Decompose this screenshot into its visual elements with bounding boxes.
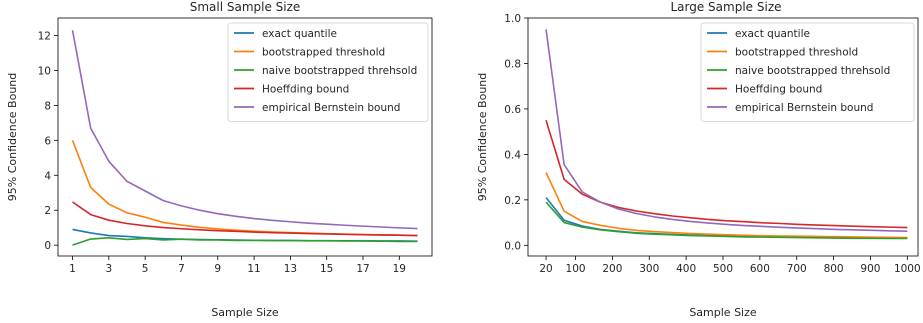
legend: exact quantile bootstrapped threshold naiv…: [700, 22, 915, 122]
legend-label: Hoeffding bound: [262, 84, 349, 96]
x-tick-label: 3: [105, 263, 112, 275]
series-line: [72, 201, 418, 237]
y-tick-label: 6: [44, 135, 51, 147]
series-line: [71, 30, 418, 230]
x-tick-label: 100: [566, 263, 586, 275]
legend-label: bootstrapped threshold: [735, 47, 858, 59]
x-tick-label: 500: [713, 263, 733, 275]
y-tick-label: 0: [44, 240, 51, 252]
legend-box: [700, 22, 915, 122]
x-tick-label: 1000: [894, 263, 921, 275]
legend-label: exact quantile: [262, 28, 337, 40]
chart-title: Small Sample Size: [190, 0, 301, 14]
y-tick-label: 10: [38, 65, 51, 77]
x-tick-label: 400: [676, 263, 696, 275]
legend-label: empirical Bernstein bound: [262, 102, 400, 114]
legend-label: Hoeffding bound: [735, 84, 822, 96]
x-axis: 20 100 200 300 400 500 600 700 800 900 1000: [539, 256, 921, 275]
y-axis: 0.0 0.2 0.4 0.6 0.8 1.0: [504, 13, 528, 252]
x-tick-label: 7: [178, 263, 185, 275]
series-lines: [71, 30, 418, 246]
y-tick-label: 0.6: [504, 104, 521, 116]
x-axis-label: Sample Size: [689, 306, 757, 319]
y-tick-label: 1.0: [504, 13, 521, 25]
x-tick-label: 11: [247, 263, 260, 275]
y-axis-label: 95% Confidence Bound: [476, 73, 489, 202]
series-line: [545, 201, 908, 240]
legend-label: naive bootstrapped threhsold: [262, 65, 417, 77]
series-lines: [545, 29, 908, 240]
x-tick-label: 600: [750, 263, 770, 275]
x-tick-label: 13: [284, 263, 297, 275]
x-tick-label: 9: [214, 263, 221, 275]
y-tick-label: 0.8: [504, 58, 521, 70]
chart-large-sample: Large Sample Size 0.0 0.2 0.4 0.6 0.8 1.0 20 1…: [476, 0, 921, 319]
x-tick-label: 1: [69, 263, 76, 275]
y-tick-label: 0.4: [504, 149, 521, 161]
legend-label: naive bootstrapped threhsold: [735, 65, 890, 77]
x-tick-label: 900: [860, 263, 880, 275]
legend-label: exact quantile: [735, 28, 810, 40]
x-tick-label: 200: [602, 263, 622, 275]
y-tick-label: 8: [44, 100, 51, 112]
y-tick-label: 0.0: [504, 240, 521, 252]
y-tick-label: 2: [44, 205, 51, 217]
x-axis: 1 3 5 7 9 11 13 15 17 19: [69, 256, 406, 275]
x-tick-label: 700: [787, 263, 807, 275]
x-tick-label: 5: [142, 263, 149, 275]
y-tick-label: 4: [44, 170, 51, 182]
x-tick-label: 17: [356, 263, 369, 275]
x-tick-label: 19: [393, 263, 406, 275]
series-line: [545, 172, 908, 239]
legend-box: [227, 22, 429, 122]
y-axis: 0 2 4 6 8 10 12: [38, 30, 58, 252]
x-tick-label: 300: [639, 263, 659, 275]
x-tick-label: 20: [539, 263, 552, 275]
legend-label: bootstrapped threshold: [262, 47, 385, 59]
legend: exact quantile bootstrapped threshold naiv…: [227, 22, 429, 122]
x-tick-label: 800: [824, 263, 844, 275]
y-tick-label: 0.2: [504, 195, 521, 207]
y-axis-label: 95% Confidence Bound: [6, 73, 19, 202]
series-line: [545, 29, 908, 233]
x-tick-label: 15: [320, 263, 333, 275]
x-axis-label: Sample Size: [211, 306, 279, 319]
legend-label: empirical Bernstein bound: [735, 102, 873, 114]
chart-title: Large Sample Size: [670, 0, 781, 14]
series-line: [72, 237, 418, 246]
y-tick-label: 12: [38, 30, 51, 42]
